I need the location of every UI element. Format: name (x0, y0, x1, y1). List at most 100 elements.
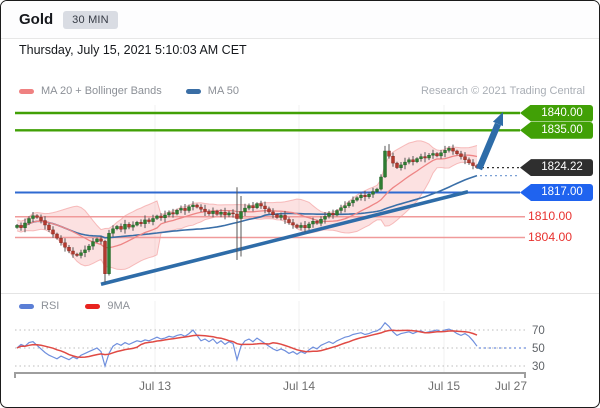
candle-body (331, 213, 335, 216)
candle-body (279, 215, 283, 218)
candle-body (75, 253, 79, 256)
candle-body (439, 152, 443, 157)
ascending-trendline (100, 190, 469, 286)
main-legend: MA 20 + Bollinger Bands MA 50 (19, 85, 239, 97)
candle-body (55, 233, 59, 239)
candle-body (263, 205, 267, 209)
candle-body (355, 197, 359, 201)
candle-body (19, 225, 23, 228)
resistance-tag-1835: 1835.00 (520, 121, 593, 139)
research-copyright: Research © 2021 Trading Central (420, 85, 585, 97)
rsi-swatch (19, 303, 34, 309)
candle-body (119, 226, 123, 230)
timeframe-badge: 30 MIN (63, 10, 118, 29)
support-label-1804: 1804.00 (528, 230, 573, 244)
candle-body (159, 215, 163, 218)
candle-body (403, 161, 407, 166)
candle-body (91, 241, 95, 247)
candle-body (419, 156, 423, 159)
bollinger-upper (16, 140, 478, 231)
candle-body (463, 156, 467, 160)
candle-body (27, 218, 31, 224)
candle-body (207, 211, 211, 214)
candle-body (431, 153, 435, 156)
candle-body (195, 204, 199, 208)
candle-body (335, 210, 339, 216)
candle-body (151, 218, 155, 222)
candle-body (179, 208, 183, 211)
candle-body (383, 150, 387, 178)
candle-body (47, 224, 51, 231)
candle-body (327, 213, 331, 217)
candle-body (427, 154, 431, 159)
candle-body (143, 219, 147, 224)
price-chart (15, 105, 525, 291)
candle-body (347, 202, 351, 206)
candle-body (395, 162, 399, 168)
candle-body (175, 209, 179, 215)
candle-body (99, 238, 103, 242)
candle-body (191, 204, 195, 207)
candle-body (339, 207, 343, 211)
candle-body (95, 238, 99, 242)
axis-label-jul15: Jul 15 (428, 379, 460, 393)
candle-body (203, 208, 207, 212)
axis-label-jul14: Jul 14 (283, 379, 315, 393)
candle-body (459, 153, 463, 157)
candle-body (455, 150, 459, 154)
candle-body (391, 155, 395, 164)
candle-body (79, 252, 83, 256)
candle-body (111, 228, 115, 234)
candle-body (255, 203, 259, 208)
candle-body (363, 195, 367, 197)
candle-body (311, 220, 315, 225)
candle-body (375, 188, 379, 192)
legend-item-9ma: 9MA (85, 300, 130, 312)
candle-body (51, 229, 55, 235)
candle-body (223, 211, 227, 216)
rsi-panel: 70 50 30 Jul 13 Jul 14 Jul 15 Jul 27 (14, 301, 545, 393)
candle-body (247, 205, 251, 209)
axis-label-jul13: Jul 13 (139, 379, 171, 393)
candle-body (295, 224, 299, 228)
rsi-label: RSI (41, 300, 60, 312)
rsi-tick-70: 70 (532, 325, 545, 337)
candle-body (219, 211, 223, 215)
candle-body (323, 216, 327, 220)
candle-body (35, 215, 39, 218)
candle-body (23, 222, 27, 229)
candle-body (167, 212, 171, 216)
candle-body (155, 215, 159, 219)
ma20-bollinger-label: MA 20 + Bollinger Bands (41, 85, 162, 97)
candle-body (467, 159, 471, 163)
candle-body (287, 219, 291, 223)
candle-body (443, 150, 447, 153)
candle-body (127, 224, 131, 228)
nine-ma-swatch (85, 303, 101, 309)
legend-item-ma20-bollinger: MA 20 + Bollinger Bands (19, 85, 162, 97)
candle-body (183, 208, 187, 211)
candle-body (115, 226, 119, 229)
last-price-tag: 1824.22 (520, 159, 593, 177)
candle-body (59, 237, 63, 243)
candle-body (71, 250, 75, 255)
candle-body (471, 162, 475, 166)
candle-body (275, 214, 279, 218)
forecast-arrow-shaft (476, 122, 501, 171)
axis-label-jul27: Jul 27 (495, 379, 527, 393)
candle-body (123, 224, 127, 230)
candle-body (371, 191, 375, 195)
candle-body (399, 164, 403, 168)
candle-body (15, 225, 19, 228)
candle-body (83, 249, 87, 253)
candle-body (87, 245, 91, 251)
candle-body (235, 213, 239, 219)
candle-body (31, 215, 35, 219)
candle-body (291, 222, 295, 226)
instrument-title: Gold (19, 11, 54, 28)
pivot-tag-1817: 1817.00 (520, 184, 593, 201)
candle-body (187, 206, 191, 211)
candle-body (139, 222, 143, 224)
legend-item-ma50: MA 50 (185, 85, 239, 97)
candle-body (351, 199, 355, 204)
